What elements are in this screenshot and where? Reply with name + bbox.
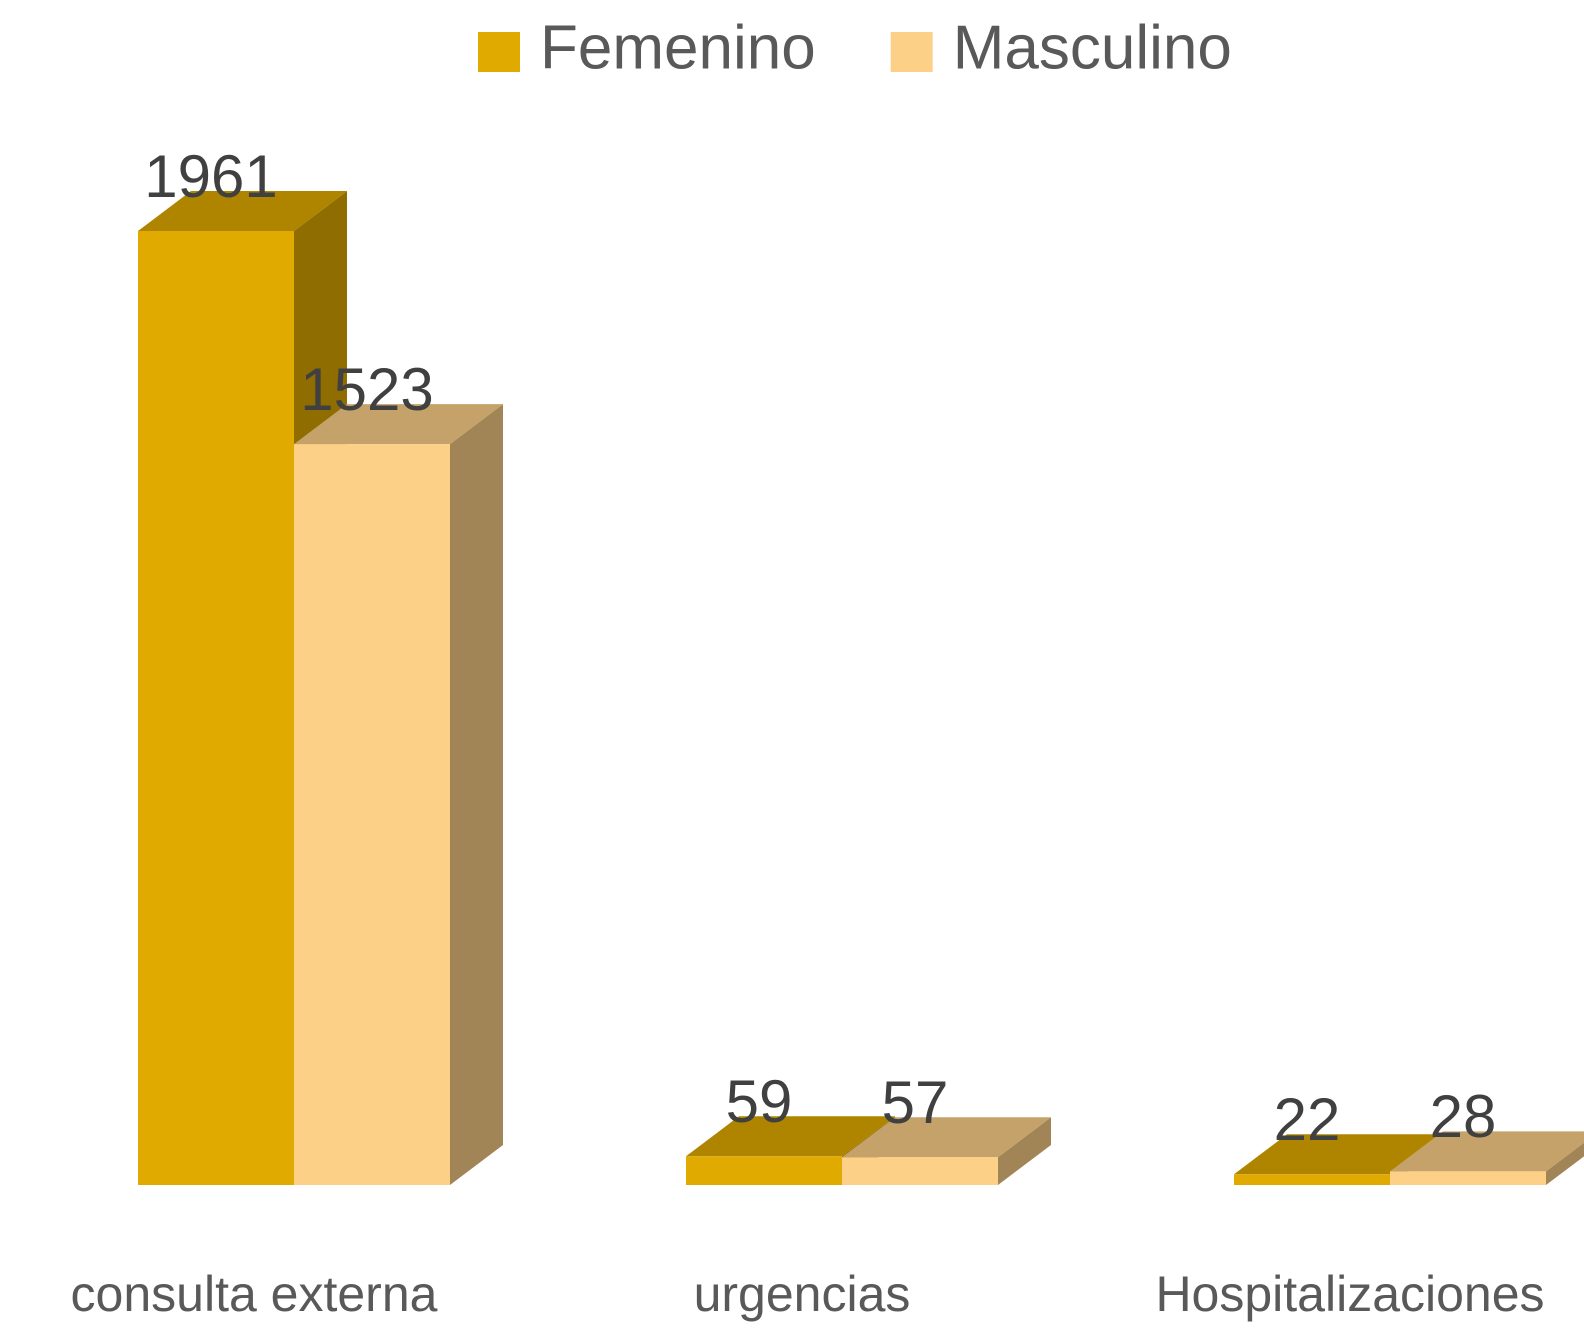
bar-top	[138, 191, 347, 231]
bar-top	[294, 404, 503, 445]
bar	[1390, 1171, 1546, 1185]
bar-side	[450, 404, 503, 1186]
bar-top	[842, 1117, 1051, 1158]
x-tick-label: Hospitalizaciones	[1155, 1266, 1544, 1322]
bar	[1234, 1174, 1390, 1185]
data-label: 57	[882, 1069, 949, 1136]
bar	[842, 1157, 998, 1185]
bar-top	[1390, 1131, 1584, 1172]
legend-label: Femenino	[540, 13, 816, 82]
legend-swatch	[478, 32, 520, 72]
bar	[686, 1156, 842, 1185]
data-label: 28	[1430, 1083, 1497, 1150]
legend-label: Masculino	[953, 13, 1232, 82]
bar-top	[1234, 1134, 1443, 1175]
legend-swatch	[890, 32, 933, 72]
data-label: 59	[726, 1068, 793, 1135]
bar	[138, 231, 294, 1185]
x-tick-label: consulta externa	[71, 1266, 438, 1322]
x-tick-label: urgencias	[694, 1266, 911, 1322]
bar	[294, 444, 450, 1186]
data-label: 1523	[300, 356, 433, 423]
bar-top	[686, 1116, 895, 1157]
data-label: 1961	[144, 143, 277, 210]
bar-side	[1546, 1142, 1584, 1185]
data-label: 22	[1274, 1086, 1341, 1153]
bar-side	[998, 1117, 1051, 1185]
